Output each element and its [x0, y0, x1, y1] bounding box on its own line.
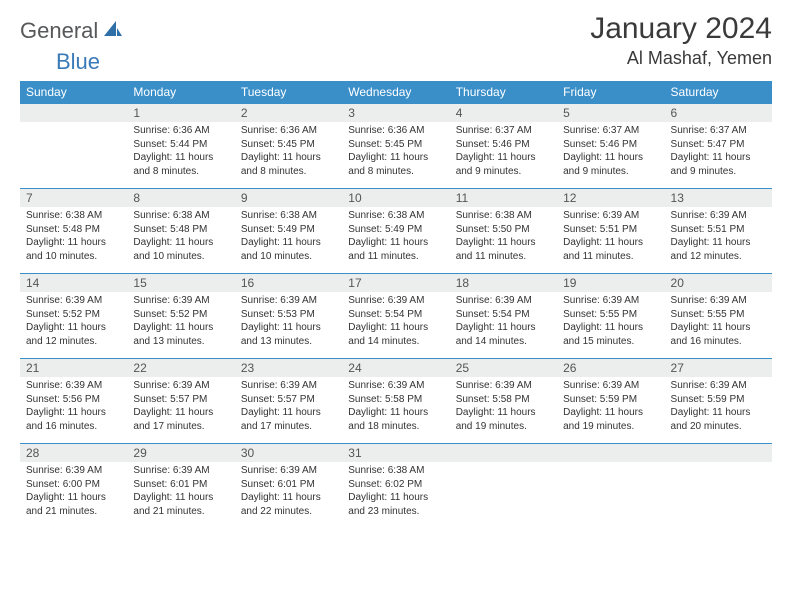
weekday-header: Saturday [665, 81, 772, 104]
day-detail-cell: Sunrise: 6:38 AMSunset: 5:48 PMDaylight:… [127, 207, 234, 274]
day-detail-cell [20, 122, 127, 189]
day-detail-cell [665, 462, 772, 528]
day-detail-cell: Sunrise: 6:39 AMSunset: 5:58 PMDaylight:… [342, 377, 449, 444]
day-number-cell: 15 [127, 274, 234, 293]
day-detail-cell: Sunrise: 6:38 AMSunset: 5:48 PMDaylight:… [20, 207, 127, 274]
day-detail-cell: Sunrise: 6:39 AMSunset: 5:55 PMDaylight:… [557, 292, 664, 359]
day-detail-row: Sunrise: 6:38 AMSunset: 5:48 PMDaylight:… [20, 207, 772, 274]
day-number-cell: 29 [127, 444, 234, 463]
day-number-cell [20, 104, 127, 123]
day-number-cell: 30 [235, 444, 342, 463]
day-detail-cell: Sunrise: 6:39 AMSunset: 5:54 PMDaylight:… [450, 292, 557, 359]
day-number-cell: 16 [235, 274, 342, 293]
logo-text-blue: Blue [56, 49, 100, 74]
day-number-cell: 10 [342, 189, 449, 208]
day-detail-cell: Sunrise: 6:38 AMSunset: 5:49 PMDaylight:… [342, 207, 449, 274]
day-detail-cell: Sunrise: 6:39 AMSunset: 5:56 PMDaylight:… [20, 377, 127, 444]
day-number-cell: 31 [342, 444, 449, 463]
day-number-row: 28293031 [20, 444, 772, 463]
day-detail-cell: Sunrise: 6:39 AMSunset: 5:59 PMDaylight:… [665, 377, 772, 444]
day-detail-cell [450, 462, 557, 528]
day-detail-cell: Sunrise: 6:39 AMSunset: 6:01 PMDaylight:… [127, 462, 234, 528]
weekday-header: Thursday [450, 81, 557, 104]
day-number-cell: 1 [127, 104, 234, 123]
day-detail-cell: Sunrise: 6:38 AMSunset: 5:49 PMDaylight:… [235, 207, 342, 274]
day-detail-row: Sunrise: 6:36 AMSunset: 5:44 PMDaylight:… [20, 122, 772, 189]
weekday-header-row: Sunday Monday Tuesday Wednesday Thursday… [20, 81, 772, 104]
day-number-cell: 24 [342, 359, 449, 378]
day-number-cell: 26 [557, 359, 664, 378]
day-detail-cell: Sunrise: 6:38 AMSunset: 6:02 PMDaylight:… [342, 462, 449, 528]
day-number-cell: 20 [665, 274, 772, 293]
day-detail-cell [557, 462, 664, 528]
day-detail-cell: Sunrise: 6:39 AMSunset: 5:53 PMDaylight:… [235, 292, 342, 359]
day-detail-cell: Sunrise: 6:39 AMSunset: 5:51 PMDaylight:… [665, 207, 772, 274]
day-detail-cell: Sunrise: 6:39 AMSunset: 6:00 PMDaylight:… [20, 462, 127, 528]
day-number-cell: 17 [342, 274, 449, 293]
day-detail-row: Sunrise: 6:39 AMSunset: 5:52 PMDaylight:… [20, 292, 772, 359]
weekday-header: Tuesday [235, 81, 342, 104]
day-number-cell: 4 [450, 104, 557, 123]
logo-text-general: General [20, 18, 98, 44]
day-number-cell: 11 [450, 189, 557, 208]
day-detail-cell: Sunrise: 6:36 AMSunset: 5:45 PMDaylight:… [235, 122, 342, 189]
day-detail-cell: Sunrise: 6:39 AMSunset: 5:52 PMDaylight:… [20, 292, 127, 359]
day-number-cell: 12 [557, 189, 664, 208]
day-number-row: 21222324252627 [20, 359, 772, 378]
day-number-cell: 8 [127, 189, 234, 208]
day-detail-cell: Sunrise: 6:39 AMSunset: 5:55 PMDaylight:… [665, 292, 772, 359]
day-detail-cell: Sunrise: 6:39 AMSunset: 5:51 PMDaylight:… [557, 207, 664, 274]
brand-logo: General [20, 12, 126, 44]
day-detail-cell: Sunrise: 6:39 AMSunset: 5:59 PMDaylight:… [557, 377, 664, 444]
day-number-cell: 22 [127, 359, 234, 378]
day-detail-cell: Sunrise: 6:37 AMSunset: 5:46 PMDaylight:… [557, 122, 664, 189]
day-number-row: 123456 [20, 104, 772, 123]
day-detail-cell: Sunrise: 6:37 AMSunset: 5:47 PMDaylight:… [665, 122, 772, 189]
sail-icon [102, 19, 124, 44]
day-number-cell: 23 [235, 359, 342, 378]
day-number-cell: 19 [557, 274, 664, 293]
day-number-cell: 18 [450, 274, 557, 293]
day-number-cell: 5 [557, 104, 664, 123]
weekday-header: Sunday [20, 81, 127, 104]
day-number-cell [450, 444, 557, 463]
day-number-cell: 2 [235, 104, 342, 123]
day-number-cell: 14 [20, 274, 127, 293]
weekday-header: Monday [127, 81, 234, 104]
day-number-row: 14151617181920 [20, 274, 772, 293]
day-number-cell: 6 [665, 104, 772, 123]
calendar-page: General January 2024 Al Mashaf, Yemen Bl… [0, 0, 792, 528]
day-number-cell [557, 444, 664, 463]
day-number-cell: 21 [20, 359, 127, 378]
day-detail-row: Sunrise: 6:39 AMSunset: 6:00 PMDaylight:… [20, 462, 772, 528]
day-number-cell: 28 [20, 444, 127, 463]
calendar-table: Sunday Monday Tuesday Wednesday Thursday… [20, 81, 772, 528]
day-number-cell: 27 [665, 359, 772, 378]
calendar-body: 123456Sunrise: 6:36 AMSunset: 5:44 PMDay… [20, 104, 772, 529]
logo-blue-wrap: Blue [20, 49, 772, 75]
day-number-cell: 9 [235, 189, 342, 208]
day-detail-row: Sunrise: 6:39 AMSunset: 5:56 PMDaylight:… [20, 377, 772, 444]
weekday-header: Wednesday [342, 81, 449, 104]
weekday-header: Friday [557, 81, 664, 104]
day-number-cell: 25 [450, 359, 557, 378]
day-number-cell: 3 [342, 104, 449, 123]
day-detail-cell: Sunrise: 6:36 AMSunset: 5:45 PMDaylight:… [342, 122, 449, 189]
day-detail-cell: Sunrise: 6:39 AMSunset: 5:57 PMDaylight:… [127, 377, 234, 444]
day-detail-cell: Sunrise: 6:38 AMSunset: 5:50 PMDaylight:… [450, 207, 557, 274]
month-title: January 2024 [590, 12, 772, 46]
day-detail-cell: Sunrise: 6:39 AMSunset: 5:54 PMDaylight:… [342, 292, 449, 359]
day-detail-cell: Sunrise: 6:37 AMSunset: 5:46 PMDaylight:… [450, 122, 557, 189]
day-number-row: 78910111213 [20, 189, 772, 208]
day-detail-cell: Sunrise: 6:39 AMSunset: 5:52 PMDaylight:… [127, 292, 234, 359]
day-detail-cell: Sunrise: 6:39 AMSunset: 5:58 PMDaylight:… [450, 377, 557, 444]
day-detail-cell: Sunrise: 6:39 AMSunset: 5:57 PMDaylight:… [235, 377, 342, 444]
day-number-cell [665, 444, 772, 463]
day-detail-cell: Sunrise: 6:39 AMSunset: 6:01 PMDaylight:… [235, 462, 342, 528]
day-detail-cell: Sunrise: 6:36 AMSunset: 5:44 PMDaylight:… [127, 122, 234, 189]
day-number-cell: 7 [20, 189, 127, 208]
day-number-cell: 13 [665, 189, 772, 208]
